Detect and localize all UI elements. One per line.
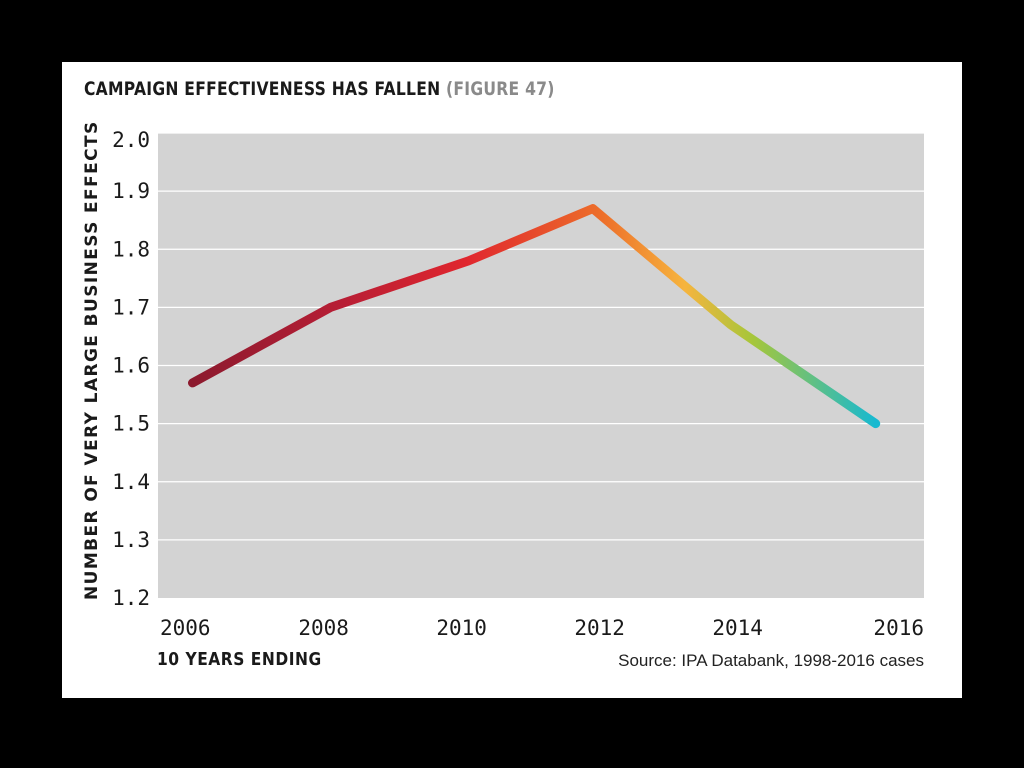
- x-tick-label: 2006: [160, 616, 211, 640]
- series-line: [188, 204, 881, 429]
- y-tick-label: 1.3: [112, 528, 150, 552]
- x-tick-label: 2014: [712, 616, 763, 640]
- y-tick-label: 1.6: [112, 354, 150, 378]
- line-chart: 1.2 1.3 1.4 1.5 1.6 1.7 1.8 1.9 2.0 2006 2008 2010 2…: [112, 128, 924, 640]
- y-tick-label: 2.0: [112, 128, 150, 152]
- y-tick-label: 1.9: [112, 179, 150, 203]
- y-tick-label: 1.2: [112, 586, 150, 610]
- x-axis-label: 10 YEARS ENDING: [157, 649, 322, 670]
- chart-title: CAMPAIGN EFFECTIVENESS HAS FALLEN (FIGUR…: [84, 78, 555, 100]
- y-tick-label: 1.4: [112, 470, 150, 494]
- x-tick-label: 2012: [574, 616, 625, 640]
- y-tick-label: 1.5: [112, 412, 150, 436]
- x-tick-label: 2010: [436, 616, 487, 640]
- x-tick-label: 2016: [873, 616, 924, 640]
- y-tick-label: 1.8: [112, 237, 150, 261]
- y-tick-label: 1.7: [112, 295, 150, 319]
- chart-card: CAMPAIGN EFFECTIVENESS HAS FALLEN (FIGUR…: [62, 62, 962, 698]
- x-tick-label: 2008: [298, 616, 349, 640]
- title-text: CAMPAIGN EFFECTIVENESS HAS FALLEN: [84, 78, 441, 100]
- source-note: Source: IPA Databank, 1998-2016 cases: [618, 651, 924, 670]
- figure-reference: (FIGURE 47): [446, 78, 555, 100]
- y-axis-label: NUMBER OF VERY LARGE BUSINESS EFFECTS: [82, 120, 102, 600]
